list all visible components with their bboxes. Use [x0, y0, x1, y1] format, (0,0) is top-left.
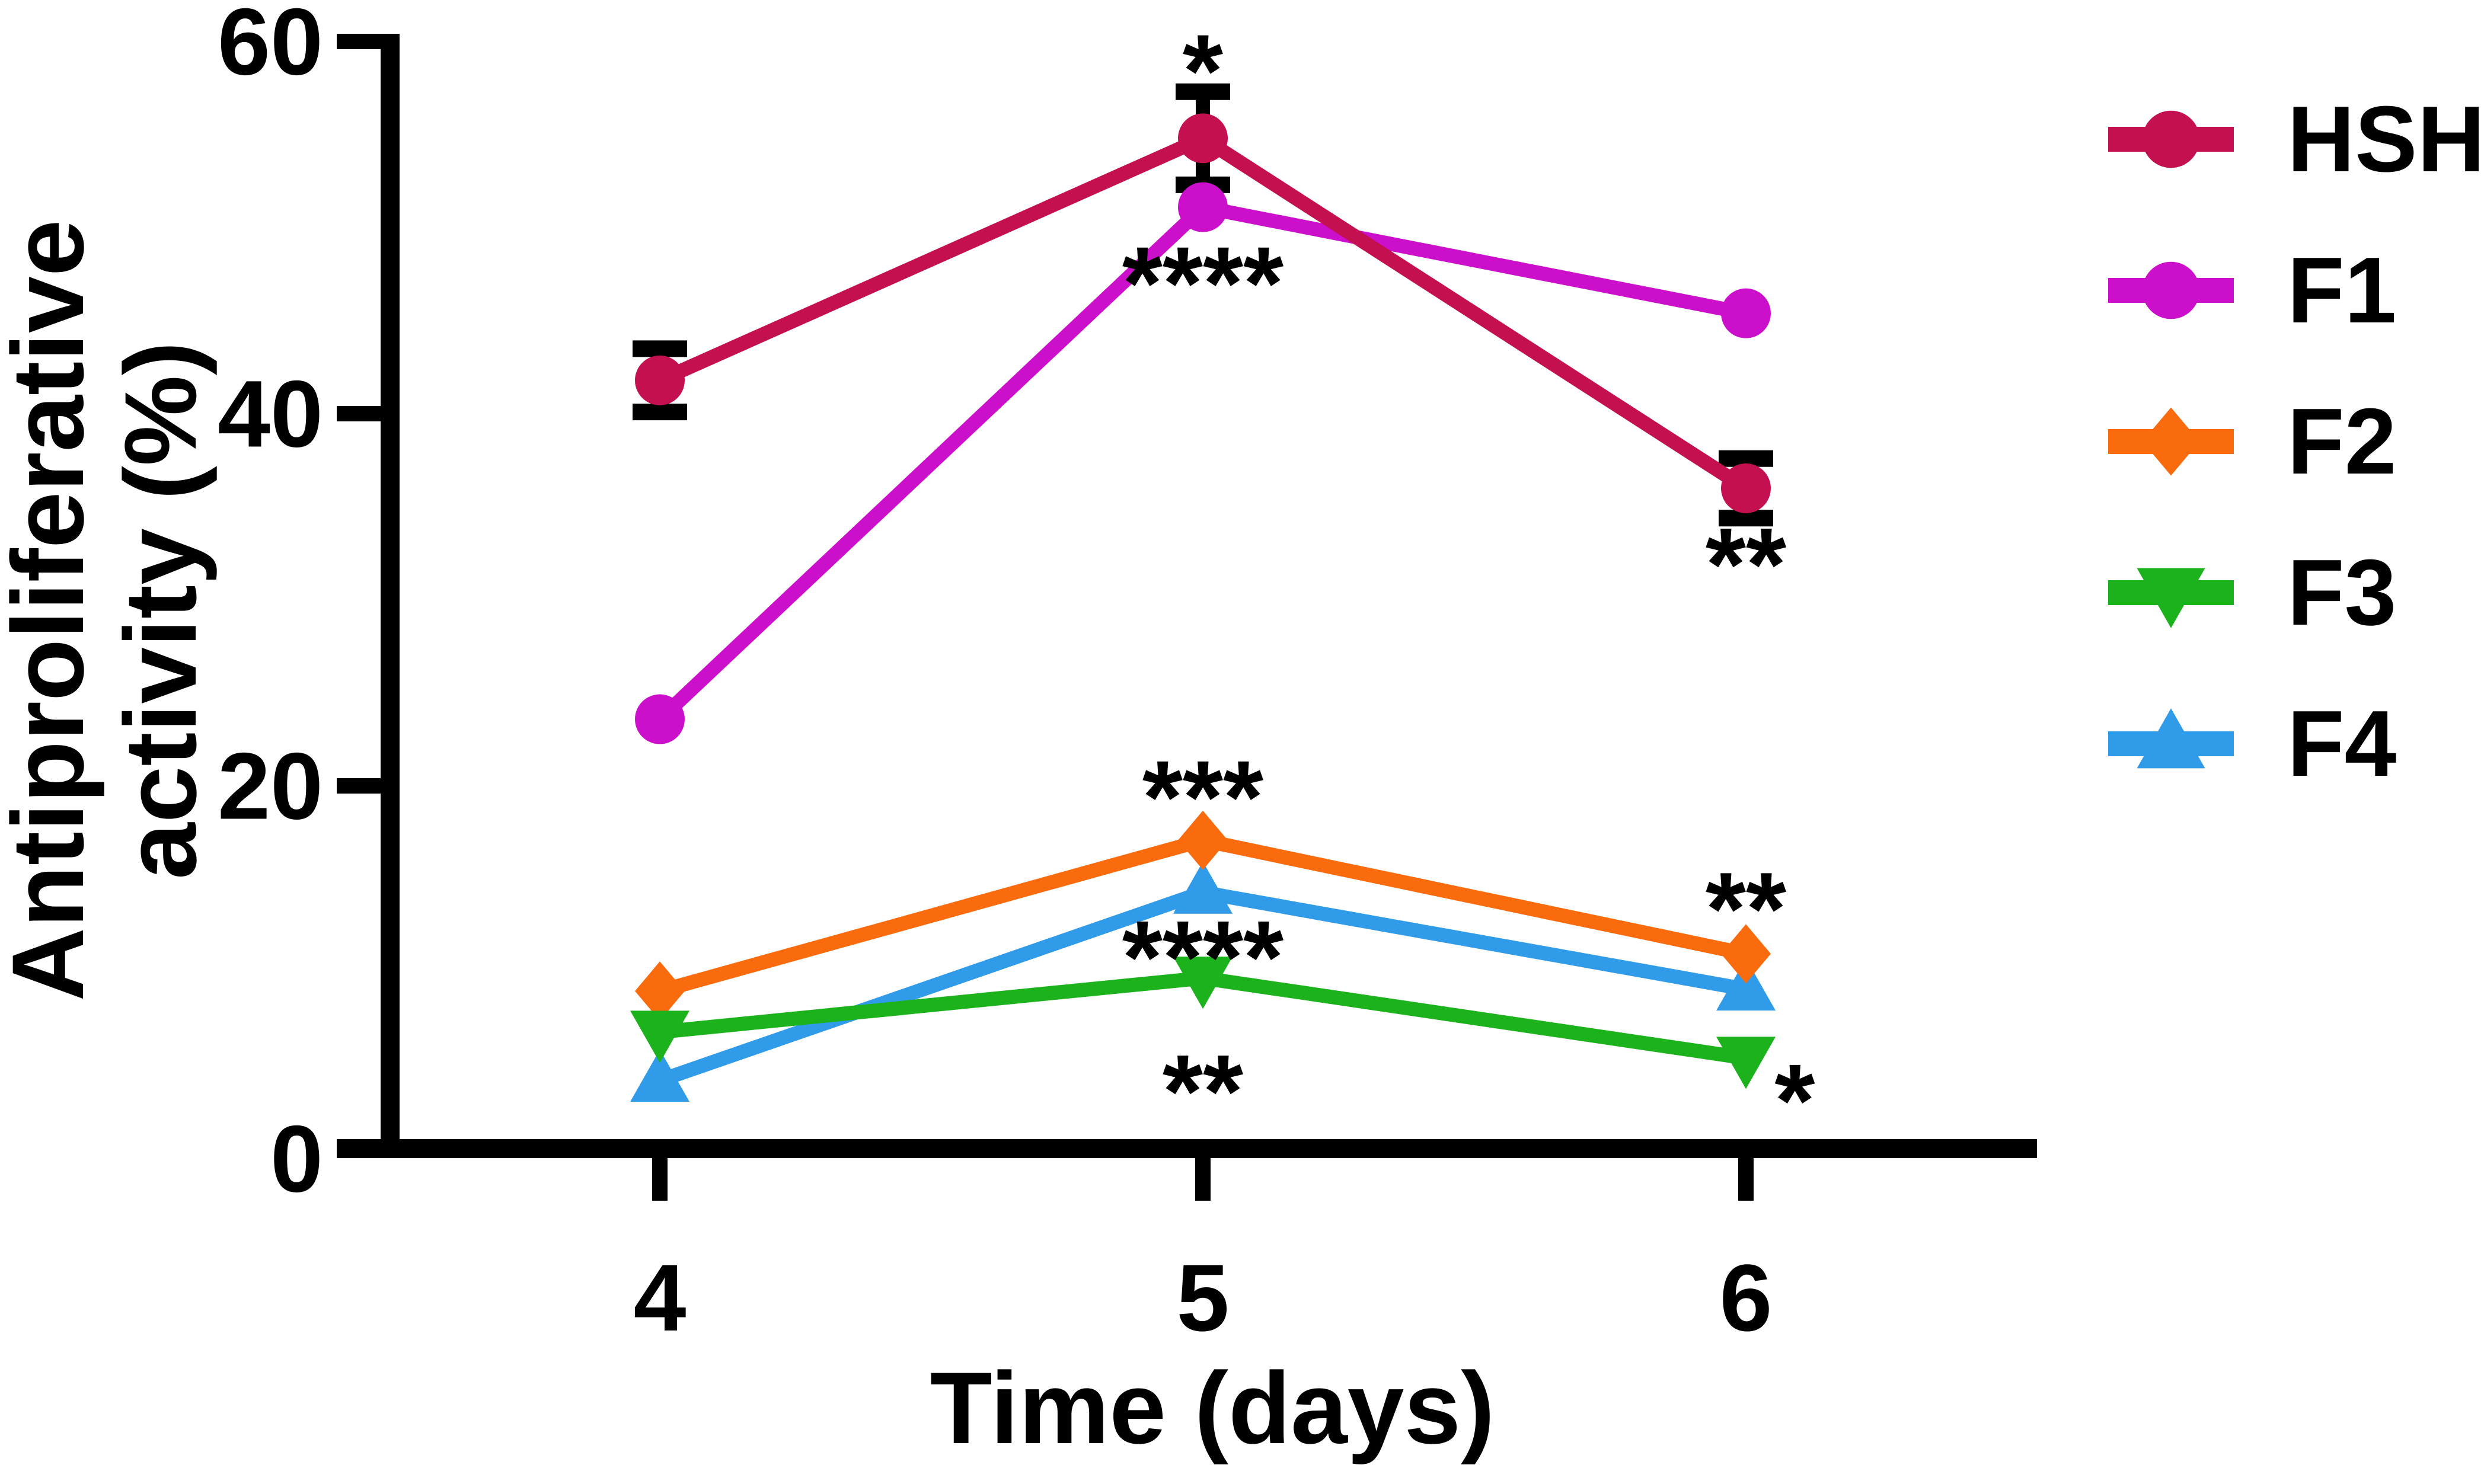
legend-marker-F2	[2142, 407, 2200, 476]
marker-F2-0	[635, 961, 685, 1021]
x-tick-6	[1738, 1158, 1754, 1201]
y-axis-title-line1: Antiproliferative	[0, 220, 105, 1002]
marker-F1-0	[635, 694, 685, 744]
axis-titles: Antiproliferative activity (%) Time (day…	[0, 220, 1495, 1465]
y-tick-60	[337, 34, 381, 49]
annotation-HSH-5: **	[1706, 507, 1786, 623]
y-tick-label-60: 60	[218, 0, 323, 95]
marker-HSH-2	[1721, 463, 1771, 513]
legend-marker-F1	[2142, 261, 2200, 319]
legend-markers	[2108, 110, 2234, 769]
y-tick-label-20: 20	[218, 733, 323, 839]
legend-label-F4: F4	[2287, 692, 2397, 796]
x-tick-label-4: 4	[634, 1245, 687, 1351]
marker-F3-0	[630, 1010, 689, 1063]
legend-label-F3: F3	[2287, 540, 2396, 645]
marker-F1-1	[1178, 182, 1228, 232]
legend-label-F2: F2	[2287, 389, 2396, 494]
axes	[337, 34, 2037, 1201]
marker-F4-0	[630, 1050, 689, 1102]
y-axis-title-line2: activity (%)	[104, 341, 218, 879]
annotation-F3-4: **	[1163, 1034, 1243, 1150]
annotation-HSH-0: *	[1183, 14, 1223, 129]
x-tick-labels: 4 5 6	[634, 1245, 1773, 1351]
y-axis-spine	[381, 34, 400, 1158]
significance-annotations: *******************	[1122, 14, 1815, 1159]
y-tick-labels: 0 20 40 60	[218, 0, 323, 1212]
marker-HSH-0	[635, 355, 685, 405]
annotation-F2-6: **	[1706, 852, 1786, 967]
x-tick-label-5: 5	[1177, 1245, 1230, 1351]
legend-label-F1: F1	[2287, 238, 2396, 343]
legend-marker-F4	[2137, 708, 2205, 769]
annotation-F1-1: ****	[1122, 226, 1283, 341]
x-tick-4	[652, 1158, 668, 1201]
y-tick-label-40: 40	[218, 361, 323, 467]
legend-marker-F3	[2137, 568, 2205, 628]
x-axis-title: Time (days)	[930, 1351, 1495, 1465]
x-tick-5	[1195, 1158, 1211, 1201]
y-tick-40	[337, 406, 381, 421]
x-axis-spine	[337, 1139, 2037, 1158]
marker-HSH-1	[1178, 113, 1228, 164]
annotation-F3-7: *	[1774, 1043, 1815, 1159]
x-tick-label-6: 6	[1720, 1245, 1773, 1351]
legend-label-HSH: HSH	[2287, 87, 2484, 191]
marker-F3-1	[1173, 957, 1233, 1009]
annotation-F2-2: ***	[1142, 740, 1263, 855]
y-tick-label-0: 0	[270, 1106, 323, 1212]
legend: HSH F1 F2 F3 F4	[2108, 87, 2484, 796]
marker-F4-2	[1716, 958, 1776, 1011]
marker-F2-1	[1178, 810, 1228, 870]
marker-F4-1	[1173, 861, 1233, 914]
legend-marker-HSH	[2142, 110, 2200, 168]
marker-F1-2	[1721, 288, 1771, 338]
annotation-F4-3: ****	[1122, 900, 1283, 1015]
y-tick-20	[337, 778, 381, 794]
marker-F2-2	[1721, 924, 1771, 984]
marker-F3-2	[1716, 1037, 1776, 1089]
series-lines-and-markers	[630, 113, 1776, 1102]
